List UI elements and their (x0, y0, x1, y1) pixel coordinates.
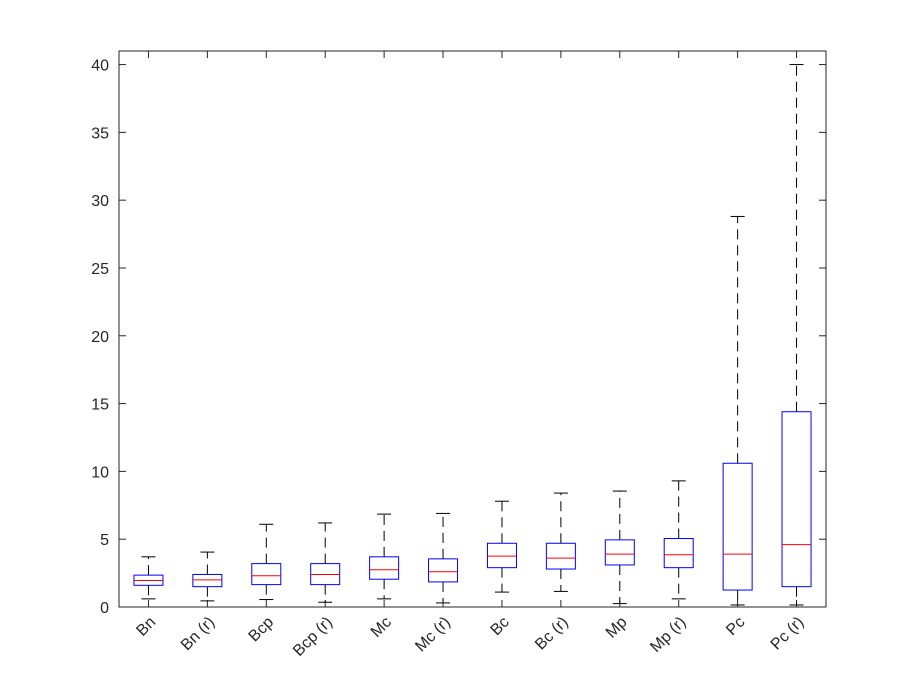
category-label: Mp (r) (647, 614, 689, 656)
tick-labels: 0 5 10 15 20 25 30 35 40 Bn Bn (r) Bcp Bcp (r) Mc Mc (… (91, 58, 807, 660)
box-3 (310, 522, 341, 603)
category-label: Bcp (r) (290, 614, 336, 660)
box-8 (604, 490, 635, 605)
category-label: Mc (368, 614, 395, 641)
y-tick-label: 20 (91, 329, 109, 346)
y-tick-label: 30 (91, 193, 109, 210)
box-10 (722, 215, 753, 606)
plot-area (133, 64, 812, 606)
box-1 (192, 551, 223, 602)
y-tick-label: 25 (91, 261, 109, 278)
axes-frame (118, 50, 827, 608)
iqr-box (663, 538, 694, 569)
y-tick-label: 10 (91, 464, 109, 481)
category-label: Bc (r) (532, 614, 572, 654)
box-5 (428, 512, 459, 604)
box-7 (545, 492, 576, 592)
y-tick-label: 5 (100, 532, 109, 549)
category-label: Pc (r) (768, 614, 808, 654)
iqr-box (251, 563, 282, 586)
category-label: Mp (603, 614, 631, 642)
iqr-box (428, 558, 459, 583)
y-tick-label: 15 (91, 397, 109, 414)
iqr-box (486, 542, 517, 569)
box-11 (781, 64, 812, 606)
box-4 (369, 513, 400, 600)
box-2 (251, 523, 282, 601)
y-tick-label: 0 (100, 600, 109, 617)
iqr-box (604, 539, 635, 566)
category-label: Bn (r) (178, 614, 218, 654)
y-tick-label: 35 (91, 125, 109, 142)
y-tick-label: 40 (91, 58, 109, 75)
iqr-box (781, 411, 812, 588)
iqr-box (545, 542, 576, 570)
category-label: Pc (723, 614, 748, 639)
iqr-box (369, 556, 400, 580)
category-label: Mc (r) (412, 614, 454, 656)
iqr-box (192, 573, 223, 588)
axes (118, 50, 827, 608)
box-9 (663, 480, 694, 600)
box-6 (486, 500, 517, 593)
category-label: Bc (488, 614, 513, 639)
box-0 (133, 556, 164, 600)
category-label: Bcp (246, 614, 278, 646)
iqr-box (722, 462, 753, 591)
category-label: Bn (133, 614, 159, 640)
